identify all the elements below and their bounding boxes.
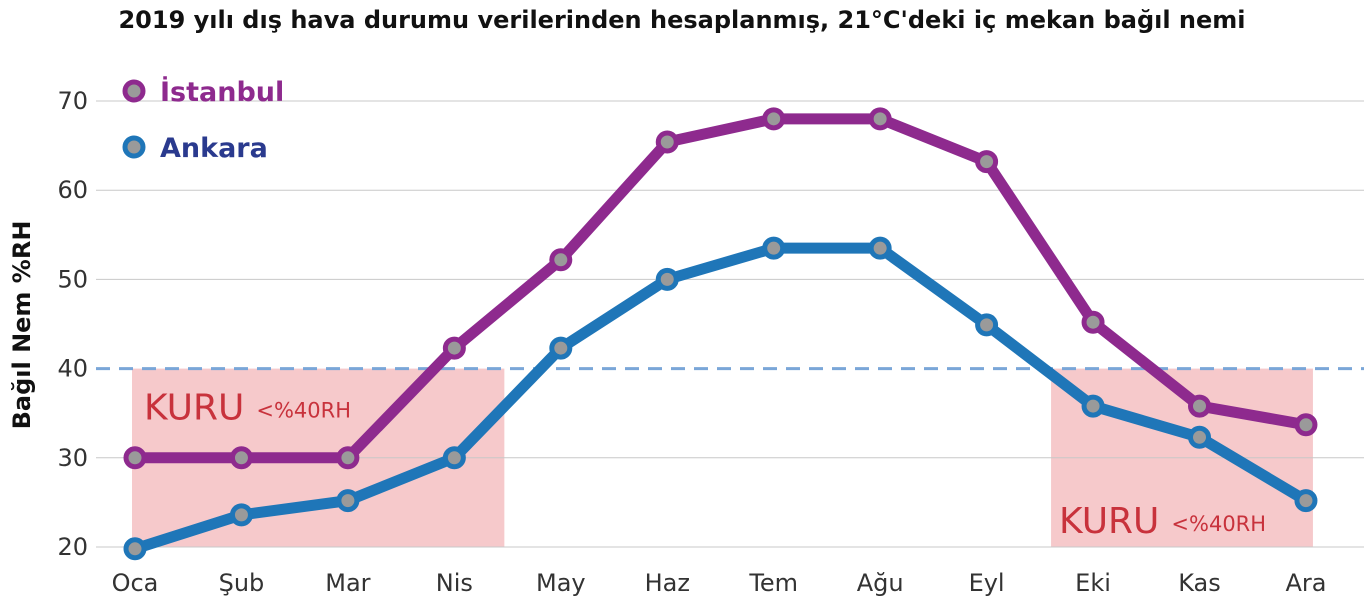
x-tick-label: Haz (645, 569, 690, 597)
x-axis-ticks: Oca Şub Mar Nis May Haz Tem Ağu Eyl Eki Kas Ara (112, 569, 1327, 597)
dry-zone-sublabel: <%40RH (256, 399, 351, 423)
data-point (123, 446, 147, 470)
gridlines (96, 100, 1364, 548)
dry-zone-label: KURU (144, 388, 244, 429)
x-tick-label: Eki (1075, 569, 1111, 597)
data-point (229, 503, 253, 527)
y-tick-label: 70 (57, 87, 88, 115)
data-point (655, 130, 679, 154)
x-tick-label: Tem (748, 569, 798, 597)
y-axis-ticks: 20 30 40 50 60 70 (57, 87, 88, 561)
legend-label: Ankara (160, 133, 268, 164)
legend-marker (122, 135, 146, 159)
data-point (1294, 413, 1318, 437)
legend: İstanbul Ankara (122, 76, 284, 164)
data-point (1188, 394, 1211, 418)
data-point (975, 313, 999, 337)
data-point (762, 107, 786, 131)
y-axis-label: Bağıl Nem %RH (8, 221, 36, 430)
data-point (442, 446, 466, 470)
data-point (1081, 394, 1105, 418)
data-point (336, 446, 360, 470)
data-point (868, 236, 892, 260)
legend-label: İstanbul (160, 76, 284, 108)
x-tick-label: Eyl (969, 569, 1005, 597)
data-point (229, 446, 253, 470)
data-point (1081, 310, 1105, 334)
data-point (549, 336, 573, 360)
x-tick-label: Ağu (857, 569, 904, 597)
y-tick-label: 50 (57, 265, 88, 293)
y-tick-label: 60 (57, 176, 88, 204)
x-tick-label: May (536, 569, 586, 597)
data-point (762, 236, 786, 260)
y-tick-label: 20 (57, 533, 88, 561)
data-point (123, 537, 147, 561)
y-tick-label: 40 (57, 355, 88, 383)
legend-marker (122, 79, 146, 103)
x-tick-label: Mar (325, 569, 370, 597)
x-tick-label: Ara (1285, 569, 1326, 597)
series-line-1 (129, 113, 1312, 464)
dry-zone-label: KURU (1059, 501, 1159, 542)
data-point (975, 150, 999, 174)
dry-zone-sublabel: <%40RH (1171, 512, 1266, 536)
chart-title: 2019 yılı dış hava durumu verilerinden h… (118, 6, 1245, 34)
data-point (1294, 489, 1318, 513)
data-point (868, 107, 892, 131)
x-tick-label: Kas (1178, 569, 1221, 597)
data-point (655, 267, 679, 291)
x-tick-label: Nis (436, 569, 473, 597)
data-point (442, 336, 466, 360)
data-point (336, 489, 360, 513)
data-point (549, 248, 573, 272)
series-line-2 (129, 242, 1312, 555)
x-tick-label: Şub (219, 569, 265, 597)
y-tick-label: 30 (57, 444, 88, 472)
data-point (1188, 425, 1211, 449)
series-group (123, 107, 1318, 561)
x-tick-label: Oca (112, 569, 159, 597)
